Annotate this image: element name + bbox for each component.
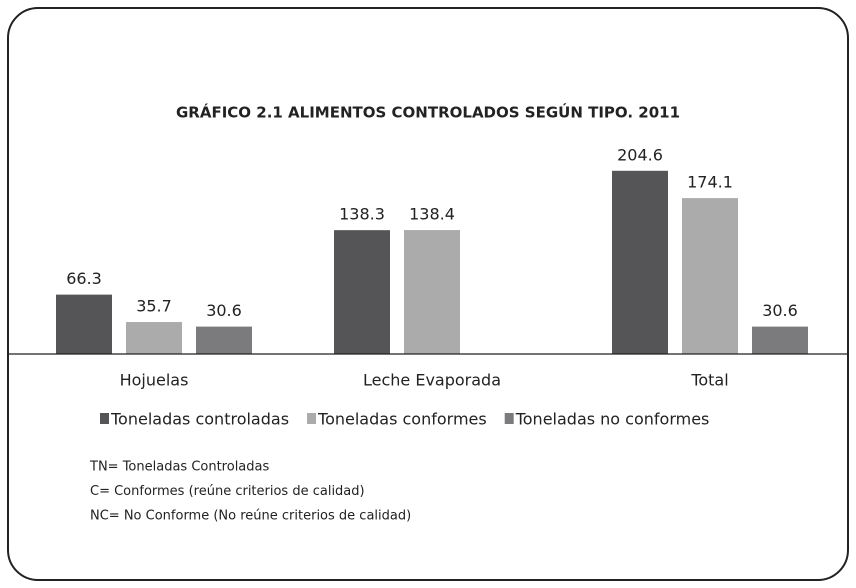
value-label: 35.7	[136, 297, 172, 316]
x-tick-label: Hojuelas	[120, 371, 189, 390]
x-tick-label: Leche Evaporada	[363, 371, 501, 390]
legend-swatch	[504, 413, 514, 424]
bar	[752, 326, 808, 354]
bar	[56, 294, 112, 354]
bar	[682, 198, 738, 354]
value-label: 174.1	[687, 173, 733, 192]
value-label: 204.6	[617, 145, 663, 164]
value-label: 30.6	[206, 301, 242, 320]
value-label: 138.3	[339, 205, 385, 224]
value-label: 138.4	[409, 205, 455, 224]
value-label: 66.3	[66, 269, 102, 288]
legend-swatch	[307, 413, 317, 424]
legend-label: Toneladas conformes	[317, 410, 487, 429]
legend-label: Toneladas no conformes	[515, 410, 710, 429]
value-label: 30.6	[762, 301, 798, 320]
legend-swatch	[100, 413, 109, 424]
note: NC= No Conforme (No reúne criterios de c…	[90, 509, 411, 524]
bar	[334, 230, 390, 354]
note: C= Conformes (reúne criterios de calidad…	[90, 484, 365, 499]
legend-label: Toneladas controladas	[110, 410, 289, 429]
x-tick-label: Total	[690, 371, 728, 390]
note: TN= Toneladas Controladas	[89, 460, 269, 475]
bar	[126, 322, 182, 354]
bar	[612, 170, 668, 354]
bar	[196, 326, 252, 354]
frame	[7, 7, 849, 581]
chart-title: GRÁFICO 2.1 ALIMENTOS CONTROLADOS SEGÚN …	[176, 103, 680, 122]
bar	[404, 230, 460, 354]
